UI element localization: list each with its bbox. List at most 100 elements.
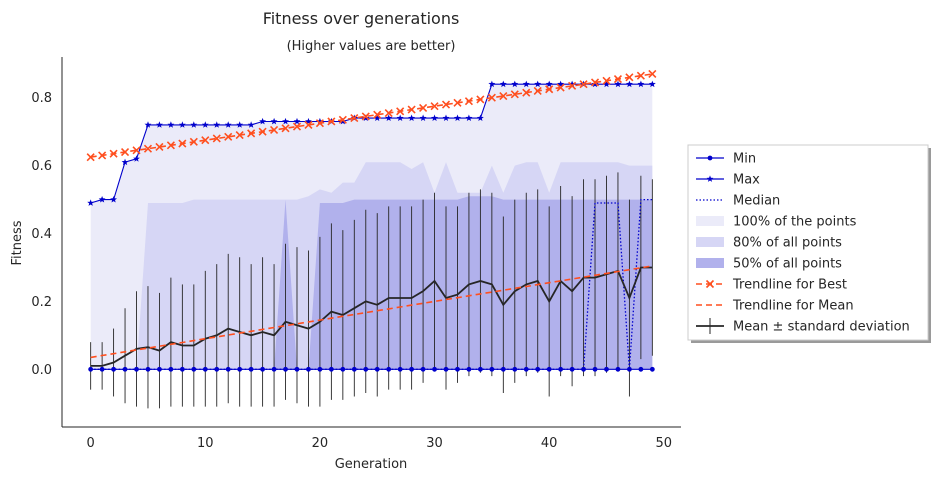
point-trendline-for-best	[476, 95, 485, 104]
point-min	[592, 366, 598, 372]
point-min	[374, 366, 380, 372]
point-max	[373, 114, 381, 121]
point-max	[488, 80, 496, 88]
series-line-trendline-for-mean	[90, 265, 653, 359]
point-min	[649, 366, 655, 372]
point-trendline-for-best	[499, 91, 508, 101]
legend-min-label: Min	[733, 152, 756, 167]
point-trendline-for-best	[487, 93, 496, 102]
point-max	[98, 196, 106, 203]
point-trendline-for-best	[235, 131, 244, 140]
x-tick-label: 40	[541, 436, 558, 451]
legend-max-marker	[706, 175, 714, 182]
point-trendline-for-best	[292, 122, 302, 131]
point-min	[489, 366, 495, 372]
legend: Min Max Median 100% of the points 80% of all…	[687, 144, 931, 343]
point-trendline-for-best	[464, 97, 474, 106]
point-min	[455, 366, 460, 372]
point-trendline-for-best	[178, 139, 187, 148]
point-trendline-for-best	[636, 71, 645, 80]
point-min	[443, 366, 449, 372]
point-trendline-for-best	[315, 119, 324, 128]
point-min	[546, 366, 552, 372]
point-max	[534, 80, 542, 88]
point-max	[156, 121, 163, 128]
point-min	[569, 366, 575, 372]
point-trendline-for-best	[361, 112, 370, 121]
chart-subtitle: (Higher values are better)	[287, 39, 456, 54]
point-max	[87, 199, 95, 206]
point-max	[305, 117, 312, 125]
series-line-mean-standard-deviation	[90, 266, 653, 367]
point-max	[648, 80, 656, 88]
legend-max-label: Max	[733, 173, 760, 188]
legend-100-of-the-points-swatch	[696, 216, 724, 226]
y-tick-label: 0.2	[31, 295, 52, 310]
point-max	[362, 114, 370, 121]
legend-frame	[687, 144, 929, 341]
point-max	[557, 80, 565, 88]
x-tick-label: 0	[87, 436, 95, 451]
legend-trendline-for-best-label: Trendline for Best	[732, 278, 847, 293]
legend-50-of-all-points-label: 50% of all points	[733, 257, 842, 272]
point-trendline-for-best	[441, 100, 451, 109]
point-max	[178, 121, 186, 128]
point-trendline-for-best	[384, 108, 393, 118]
point-trendline-for-best	[281, 124, 290, 133]
point-max	[316, 117, 324, 125]
point-min	[317, 366, 323, 372]
point-max	[144, 121, 152, 128]
point-max	[637, 80, 645, 88]
point-trendline-for-best	[625, 73, 634, 82]
point-max	[591, 80, 599, 88]
point-min	[157, 366, 162, 372]
point-trendline-for-best	[327, 117, 336, 126]
point-trendline-for-best	[533, 86, 542, 96]
point-min	[420, 366, 426, 372]
legend-50-of-all-points-swatch	[696, 258, 724, 268]
point-max	[270, 117, 278, 125]
point-trendline-for-best	[396, 107, 405, 116]
point-trendline-for-best	[338, 115, 347, 124]
point-max	[545, 80, 553, 88]
point-trendline-for-best	[590, 78, 600, 87]
chart-title: Fitness over generations	[263, 9, 460, 28]
y-axis-label: Fitness	[10, 220, 25, 265]
point-trendline-for-best	[224, 132, 233, 141]
point-min	[88, 366, 94, 372]
point-max	[442, 114, 450, 121]
point-min	[363, 366, 369, 372]
point-max	[396, 114, 404, 121]
y-tick-label: 0.4	[31, 227, 52, 242]
point-min	[638, 366, 644, 372]
point-max	[339, 117, 347, 125]
point-max	[465, 114, 473, 121]
point-min	[409, 366, 415, 372]
point-max	[499, 80, 507, 88]
point-trendline-for-best	[166, 141, 175, 150]
legend-100-of-the-points-label: 100% of the points	[733, 215, 857, 230]
point-trendline-for-best	[86, 153, 95, 162]
point-trendline-for-best	[579, 80, 588, 89]
point-max	[190, 121, 198, 128]
point-max	[293, 117, 301, 125]
point-max	[247, 121, 255, 128]
point-trendline-for-best	[212, 134, 221, 143]
point-trendline-for-best	[602, 76, 611, 85]
point-trendline-for-best	[350, 114, 359, 123]
point-max	[603, 80, 610, 88]
point-max	[282, 117, 289, 125]
point-trendline-for-best	[613, 74, 623, 84]
point-max	[236, 121, 244, 128]
point-trendline-for-best	[247, 129, 256, 138]
band-50-of-all-points	[90, 196, 653, 370]
point-max	[133, 155, 140, 162]
point-max	[213, 121, 221, 128]
y-tick-label: 0.8	[31, 91, 52, 106]
point-min	[283, 366, 288, 372]
point-min	[191, 366, 197, 372]
point-trendline-for-best	[269, 125, 279, 135]
point-min	[237, 366, 243, 372]
point-min	[248, 366, 254, 372]
